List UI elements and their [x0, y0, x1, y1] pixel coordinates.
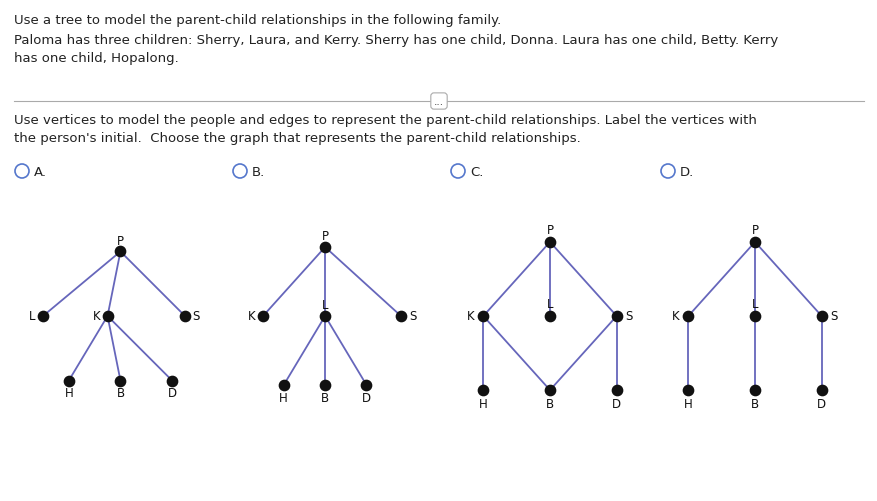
Text: S: S	[624, 310, 632, 323]
Text: D: D	[168, 386, 176, 399]
Point	[317, 381, 332, 389]
Point	[681, 312, 695, 320]
Text: B: B	[117, 386, 125, 399]
Text: S: S	[192, 310, 199, 323]
Text: D: D	[361, 391, 371, 404]
Text: L: L	[29, 310, 35, 323]
Point	[178, 312, 192, 320]
Text: S: S	[830, 310, 837, 323]
Text: B: B	[321, 391, 329, 404]
Text: H: H	[64, 386, 73, 399]
Text: K: K	[671, 310, 679, 323]
Text: H: H	[279, 391, 288, 404]
Text: H: H	[479, 397, 487, 410]
Text: L: L	[322, 298, 328, 311]
Point	[475, 386, 489, 394]
Text: P: P	[117, 234, 124, 247]
Point	[113, 377, 127, 385]
Text: Paloma has three children: Sherry, Laura, and Kerry. Sherry has one child, Donna: Paloma has three children: Sherry, Laura…	[14, 34, 777, 65]
Point	[542, 312, 556, 320]
Point	[165, 377, 179, 385]
Text: P: P	[751, 223, 758, 236]
Point	[475, 312, 489, 320]
Text: C.: C.	[469, 165, 483, 178]
Text: K: K	[247, 310, 255, 323]
Point	[394, 312, 408, 320]
Text: D: D	[611, 397, 621, 410]
Point	[276, 381, 290, 389]
Text: B: B	[750, 397, 759, 410]
Text: S: S	[409, 310, 416, 323]
Point	[814, 312, 828, 320]
Text: Use a tree to model the parent-child relationships in the following family.: Use a tree to model the parent-child rel…	[14, 14, 501, 27]
Point	[36, 312, 50, 320]
Point	[317, 243, 332, 252]
Text: L: L	[751, 297, 758, 310]
Text: B.: B.	[252, 165, 265, 178]
Point	[814, 386, 828, 394]
Text: K: K	[93, 310, 100, 323]
Text: ...: ...	[433, 97, 444, 107]
Point	[256, 312, 270, 320]
Point	[100, 312, 114, 320]
Text: B: B	[545, 397, 553, 410]
Point	[681, 386, 695, 394]
Text: D.: D.	[679, 165, 694, 178]
Text: P: P	[321, 229, 328, 242]
Point	[609, 312, 623, 320]
Point	[747, 238, 761, 246]
Point	[747, 386, 761, 394]
Point	[359, 381, 373, 389]
Text: H: H	[683, 397, 692, 410]
Text: Use vertices to model the people and edges to represent the parent-child relatio: Use vertices to model the people and edg…	[14, 114, 756, 145]
Point	[61, 377, 75, 385]
Point	[609, 386, 623, 394]
Text: K: K	[467, 310, 474, 323]
Point	[113, 248, 127, 256]
Text: L: L	[546, 297, 553, 310]
Text: D: D	[816, 397, 825, 410]
Text: P: P	[545, 223, 553, 236]
Point	[747, 312, 761, 320]
Point	[542, 386, 556, 394]
Point	[542, 238, 556, 246]
Text: A.: A.	[34, 165, 47, 178]
Point	[317, 312, 332, 320]
